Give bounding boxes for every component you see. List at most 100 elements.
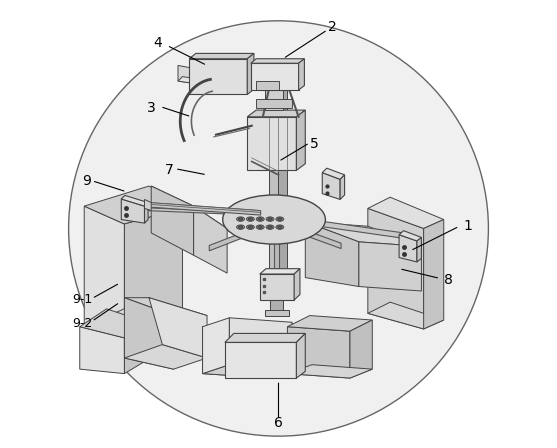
Polygon shape: [270, 322, 292, 378]
Polygon shape: [229, 318, 292, 369]
Polygon shape: [424, 220, 444, 329]
Polygon shape: [368, 208, 424, 329]
Polygon shape: [124, 297, 174, 369]
Text: 9-2: 9-2: [72, 317, 92, 330]
Polygon shape: [278, 215, 404, 238]
Polygon shape: [178, 65, 238, 90]
Ellipse shape: [237, 225, 245, 229]
Text: 9-1: 9-1: [72, 293, 92, 306]
Polygon shape: [260, 269, 300, 274]
Polygon shape: [146, 205, 274, 216]
Polygon shape: [256, 99, 292, 108]
Ellipse shape: [69, 21, 488, 436]
Polygon shape: [247, 53, 254, 95]
Polygon shape: [271, 287, 283, 313]
Polygon shape: [225, 333, 305, 342]
Polygon shape: [124, 208, 183, 338]
Text: 4: 4: [154, 36, 162, 50]
Polygon shape: [265, 62, 290, 65]
Polygon shape: [287, 315, 372, 331]
Ellipse shape: [256, 225, 264, 229]
Polygon shape: [203, 318, 229, 374]
Polygon shape: [178, 77, 243, 90]
Polygon shape: [121, 199, 144, 223]
Polygon shape: [203, 327, 274, 331]
Ellipse shape: [238, 226, 243, 228]
Polygon shape: [151, 186, 227, 228]
Ellipse shape: [246, 225, 255, 229]
Polygon shape: [124, 322, 146, 374]
Polygon shape: [84, 186, 183, 224]
Polygon shape: [287, 365, 372, 378]
Polygon shape: [247, 110, 305, 117]
Polygon shape: [121, 195, 148, 206]
Text: 6: 6: [274, 416, 283, 430]
Polygon shape: [268, 65, 277, 287]
Polygon shape: [144, 202, 148, 223]
Polygon shape: [305, 222, 359, 287]
Polygon shape: [265, 310, 289, 315]
Polygon shape: [124, 345, 207, 369]
Polygon shape: [277, 65, 286, 287]
Text: 7: 7: [165, 163, 173, 177]
Text: 5: 5: [310, 137, 319, 151]
Text: 1: 1: [464, 219, 473, 233]
Ellipse shape: [246, 217, 255, 221]
Polygon shape: [368, 302, 444, 329]
Ellipse shape: [268, 226, 272, 228]
Ellipse shape: [248, 226, 252, 228]
Polygon shape: [296, 333, 305, 378]
Polygon shape: [287, 327, 350, 378]
Polygon shape: [265, 90, 283, 110]
Polygon shape: [189, 59, 247, 95]
Ellipse shape: [258, 226, 262, 228]
Polygon shape: [251, 63, 299, 90]
Polygon shape: [278, 220, 341, 249]
Text: 9: 9: [82, 174, 91, 188]
Polygon shape: [80, 327, 124, 374]
Ellipse shape: [256, 217, 264, 221]
Polygon shape: [251, 59, 305, 63]
Polygon shape: [368, 197, 444, 228]
Polygon shape: [151, 186, 194, 255]
Polygon shape: [305, 222, 422, 246]
Ellipse shape: [268, 218, 272, 220]
Polygon shape: [149, 202, 261, 215]
Polygon shape: [194, 206, 227, 273]
Ellipse shape: [266, 225, 274, 229]
Polygon shape: [256, 81, 278, 90]
Polygon shape: [296, 110, 305, 170]
Polygon shape: [84, 206, 124, 338]
Polygon shape: [299, 59, 305, 90]
Ellipse shape: [266, 217, 274, 221]
Polygon shape: [149, 202, 261, 212]
Polygon shape: [399, 235, 417, 262]
Polygon shape: [203, 365, 292, 378]
Polygon shape: [225, 342, 296, 378]
Polygon shape: [350, 320, 372, 378]
Polygon shape: [146, 205, 274, 213]
Polygon shape: [189, 53, 254, 59]
Ellipse shape: [258, 218, 262, 220]
Polygon shape: [323, 172, 340, 199]
Polygon shape: [80, 309, 146, 338]
Ellipse shape: [223, 195, 325, 244]
Polygon shape: [260, 274, 294, 300]
Polygon shape: [359, 242, 422, 291]
Text: 3: 3: [147, 101, 155, 115]
Text: 8: 8: [444, 273, 453, 287]
Polygon shape: [399, 231, 422, 241]
Polygon shape: [144, 199, 151, 211]
Ellipse shape: [238, 218, 243, 220]
Ellipse shape: [276, 217, 284, 221]
Polygon shape: [203, 327, 270, 378]
Polygon shape: [323, 168, 345, 179]
Polygon shape: [247, 117, 296, 170]
Ellipse shape: [237, 217, 245, 221]
Ellipse shape: [276, 225, 284, 229]
Ellipse shape: [277, 226, 282, 228]
Polygon shape: [274, 224, 280, 282]
Polygon shape: [294, 269, 300, 300]
Polygon shape: [124, 297, 207, 315]
Polygon shape: [209, 220, 274, 251]
